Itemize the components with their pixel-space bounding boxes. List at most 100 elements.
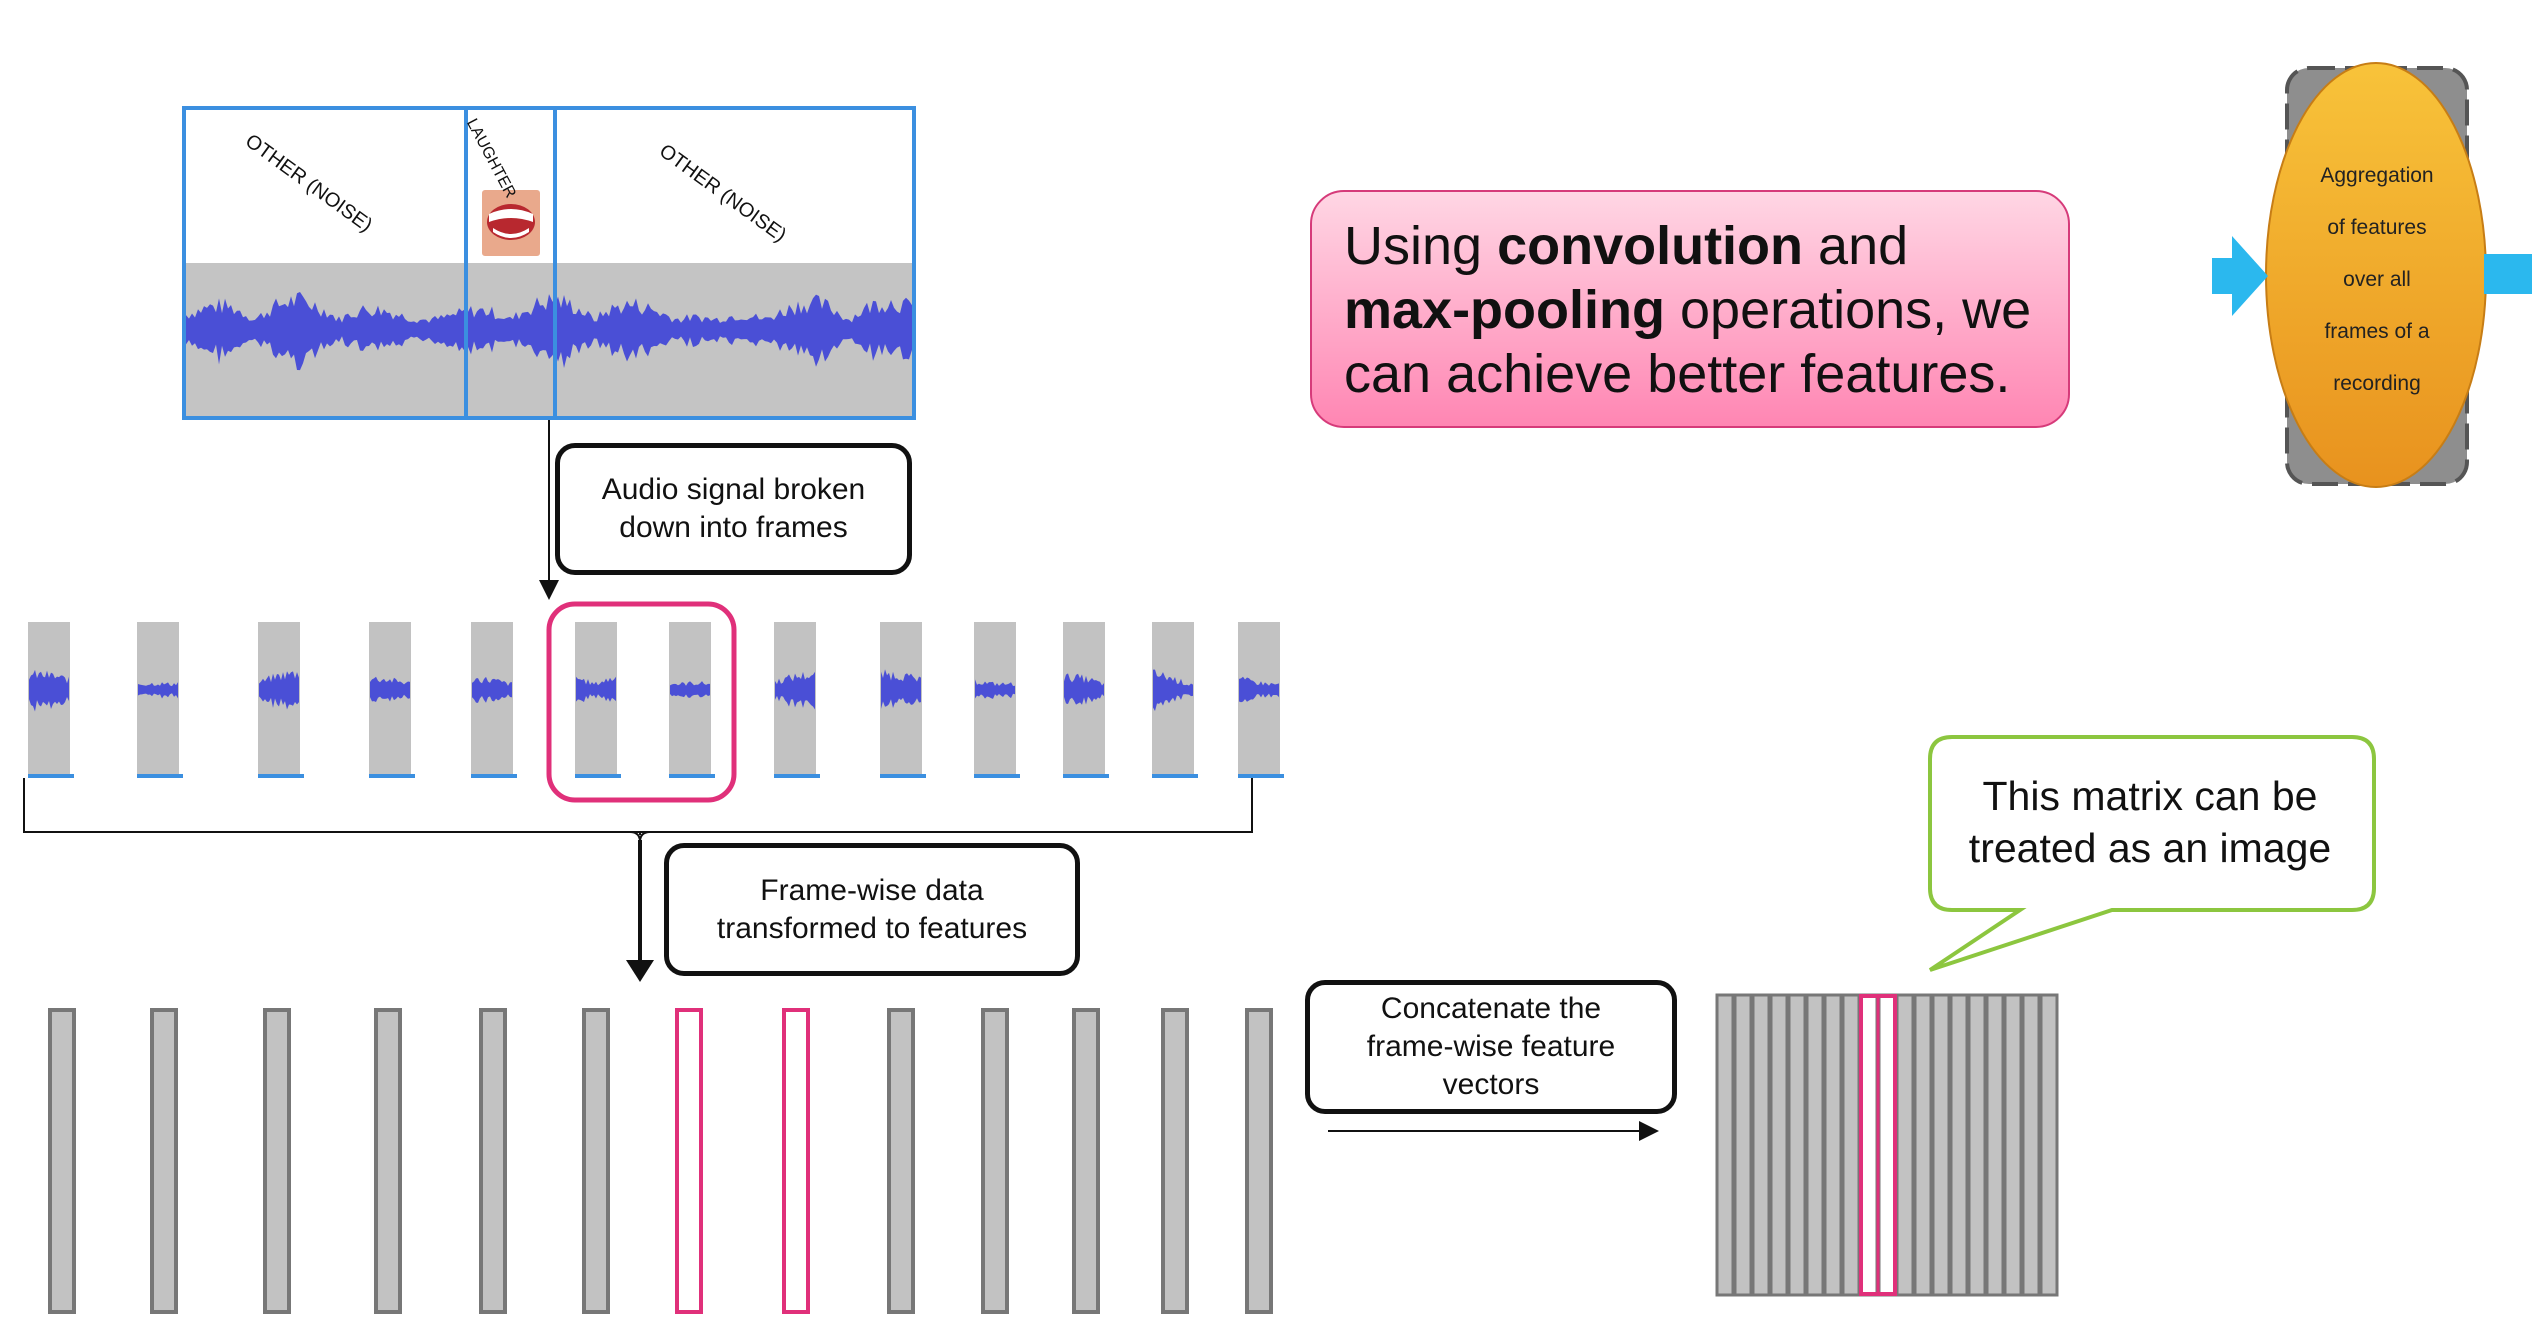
aggregation-line: Aggregation xyxy=(2320,164,2434,187)
waveform-signal xyxy=(186,292,912,371)
feature-vector xyxy=(1072,1008,1100,1314)
matrix-column xyxy=(1823,993,1843,1297)
feature-vector xyxy=(1245,1008,1273,1314)
feature-vector xyxy=(887,1008,915,1314)
matrix-column xyxy=(2003,993,2023,1297)
matrix-speech-bubble xyxy=(1928,735,2376,972)
frame-baseline xyxy=(137,774,183,778)
frame-baseline xyxy=(880,774,926,778)
frame-waveform xyxy=(138,682,178,699)
frame-baseline xyxy=(369,774,415,778)
frame-baseline xyxy=(1063,774,1109,778)
frame-background xyxy=(137,622,179,774)
matrix-column xyxy=(1949,993,1969,1297)
frame-baseline xyxy=(1238,774,1284,778)
aggregation-line: of features xyxy=(2327,216,2427,239)
frame-baseline xyxy=(471,774,517,778)
feature-vector xyxy=(374,1008,402,1314)
matrix-column xyxy=(1841,993,1861,1297)
frame-baseline xyxy=(774,774,820,778)
feature-vector xyxy=(479,1008,507,1314)
frame-background xyxy=(974,622,1016,774)
frame-waveform xyxy=(29,669,69,712)
callout-text-mid: and xyxy=(1803,216,1909,276)
matrix-column xyxy=(1733,993,1753,1297)
convolution-callout: Using convolution and max-pooling operat… xyxy=(1310,190,2070,428)
matrix-column xyxy=(1715,993,1735,1297)
audio-frame xyxy=(1238,622,1284,778)
matrix-column xyxy=(1787,993,1807,1297)
matrix-column xyxy=(1913,993,1933,1297)
matrix-column xyxy=(1751,993,1771,1297)
feature-vector xyxy=(1161,1008,1189,1314)
frame-background xyxy=(669,622,711,774)
aggregation-line: frames of a xyxy=(2324,320,2430,343)
feature-vector-highlighted xyxy=(782,1008,810,1314)
audio-frame xyxy=(1063,622,1109,778)
frames-label-box: Audio signal broken down into frames xyxy=(555,443,912,575)
frame-waveform xyxy=(1153,669,1193,711)
frame-waveform xyxy=(1064,673,1104,705)
laughing-face-icon xyxy=(482,190,540,256)
feature-vectors-row xyxy=(48,1008,1273,1314)
matrix-column xyxy=(1805,993,1825,1297)
callout-text-after: operations, we can achieve better featur… xyxy=(1344,280,2032,404)
feature-vector xyxy=(263,1008,291,1314)
frame-waveform xyxy=(472,676,512,703)
callout-text-before: Using xyxy=(1344,216,1498,276)
waveform-trace xyxy=(186,292,912,371)
aggregation-line: over all xyxy=(2343,268,2411,291)
aggregation-line: recording xyxy=(2333,372,2421,395)
matrix-column xyxy=(1769,993,1789,1297)
feature-vector xyxy=(150,1008,178,1314)
features-label-box: Frame-wise data transformed to features xyxy=(664,843,1080,976)
aggregation-node xyxy=(2212,62,2532,488)
audio-frame xyxy=(28,622,74,778)
audio-frame xyxy=(471,622,517,778)
matrix-column xyxy=(1985,993,2005,1297)
frame-waveform xyxy=(975,679,1015,699)
audio-frame xyxy=(575,622,621,778)
frames-brace xyxy=(23,778,1253,835)
frame-baseline xyxy=(974,774,1020,778)
frame-waveform xyxy=(370,676,410,703)
frame-baseline xyxy=(28,774,74,778)
frame-baseline xyxy=(669,774,715,778)
outgoing-arrow-icon xyxy=(2484,254,2532,294)
frame-waveform xyxy=(775,671,815,710)
audio-frame xyxy=(258,622,304,778)
feature-vector xyxy=(981,1008,1009,1314)
frame-waveform xyxy=(670,681,710,698)
waveform-panel xyxy=(182,106,916,420)
concat-label-box: Concatenate the frame-wise feature vecto… xyxy=(1305,980,1677,1114)
matrix-column xyxy=(1931,993,1951,1297)
frame-baseline xyxy=(575,774,621,778)
audio-frame xyxy=(369,622,415,778)
feature-vector-highlighted xyxy=(675,1008,703,1314)
matrix-column xyxy=(1895,993,1915,1297)
frame-waveform xyxy=(576,676,616,702)
feature-matrix xyxy=(1715,993,2059,1297)
audio-frame xyxy=(974,622,1020,778)
feature-vector xyxy=(582,1008,610,1314)
incoming-arrow-icon xyxy=(2212,236,2268,316)
frame-waveform xyxy=(259,671,299,710)
audio-frame xyxy=(669,622,715,778)
matrix-column xyxy=(2021,993,2041,1297)
frame-waveform xyxy=(881,669,921,709)
frame-baseline xyxy=(1152,774,1198,778)
audio-frame xyxy=(1152,622,1198,778)
feature-vector xyxy=(48,1008,76,1314)
frames-highlight xyxy=(546,601,737,803)
frames-row xyxy=(28,622,1284,778)
frame-baseline xyxy=(258,774,304,778)
matrix-column xyxy=(1877,993,1897,1297)
audio-frame xyxy=(774,622,820,778)
callout-bold-maxpooling: max-pooling xyxy=(1344,280,1665,340)
matrix-column xyxy=(1967,993,1987,1297)
frame-waveform xyxy=(1239,676,1279,703)
aggregation-label: Aggregation of features over all frames … xyxy=(2282,150,2472,410)
callout-bold-convolution: convolution xyxy=(1497,216,1804,276)
matrix-column xyxy=(1859,993,1879,1297)
